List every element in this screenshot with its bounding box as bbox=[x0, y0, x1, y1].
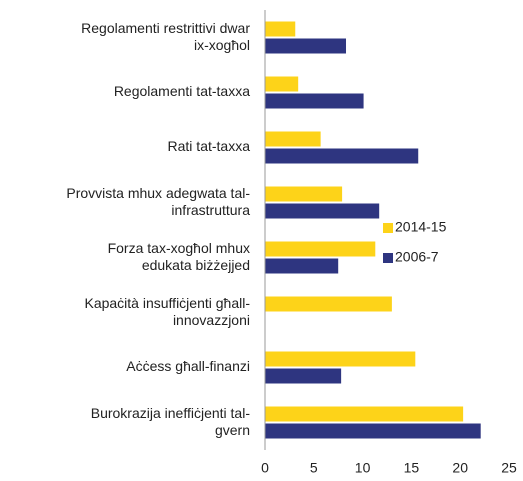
x-tick-label: 10 bbox=[355, 460, 371, 476]
bar bbox=[265, 131, 321, 147]
bar bbox=[265, 296, 392, 312]
category-label: Aċċess għall-finanzi bbox=[126, 358, 250, 374]
bar bbox=[265, 21, 296, 37]
legend-swatch bbox=[383, 223, 393, 233]
legend-label: 2006-7 bbox=[395, 249, 439, 265]
bar bbox=[265, 76, 299, 92]
x-tick-label: 5 bbox=[310, 460, 318, 476]
bar bbox=[265, 186, 343, 202]
x-tick-label: 0 bbox=[261, 460, 269, 476]
category-label: Kapaċità insuffiċjenti għall-innovazzjon… bbox=[84, 295, 250, 328]
category-label: Regolamenti restrittivi dwar ix-xogħol bbox=[81, 20, 250, 53]
bar bbox=[265, 351, 416, 367]
category-label: Burokrazija ineffiċjenti tal-gvern bbox=[91, 405, 251, 438]
category-label: Rati tat-taxxa bbox=[168, 138, 251, 154]
bar bbox=[265, 258, 339, 274]
x-tick-label: 20 bbox=[452, 460, 468, 476]
bar bbox=[265, 38, 347, 54]
x-tick-label: 15 bbox=[404, 460, 420, 476]
legend-swatch bbox=[383, 253, 393, 263]
category-label: Forza tax-xogħol mhux edukata biżżejjed bbox=[108, 240, 250, 273]
bar bbox=[265, 406, 464, 422]
bar bbox=[265, 241, 376, 257]
x-tick-label: 25 bbox=[501, 460, 517, 476]
category-label: Provvista mhux adegwata tal-infrastruttu… bbox=[66, 185, 250, 218]
category-label: Regolamenti tat-taxxa bbox=[114, 83, 250, 99]
bar bbox=[265, 423, 481, 439]
bar bbox=[265, 93, 364, 109]
bar bbox=[265, 148, 419, 164]
bar bbox=[265, 368, 342, 384]
legend-label: 2014-15 bbox=[395, 219, 447, 235]
bar bbox=[265, 203, 380, 219]
